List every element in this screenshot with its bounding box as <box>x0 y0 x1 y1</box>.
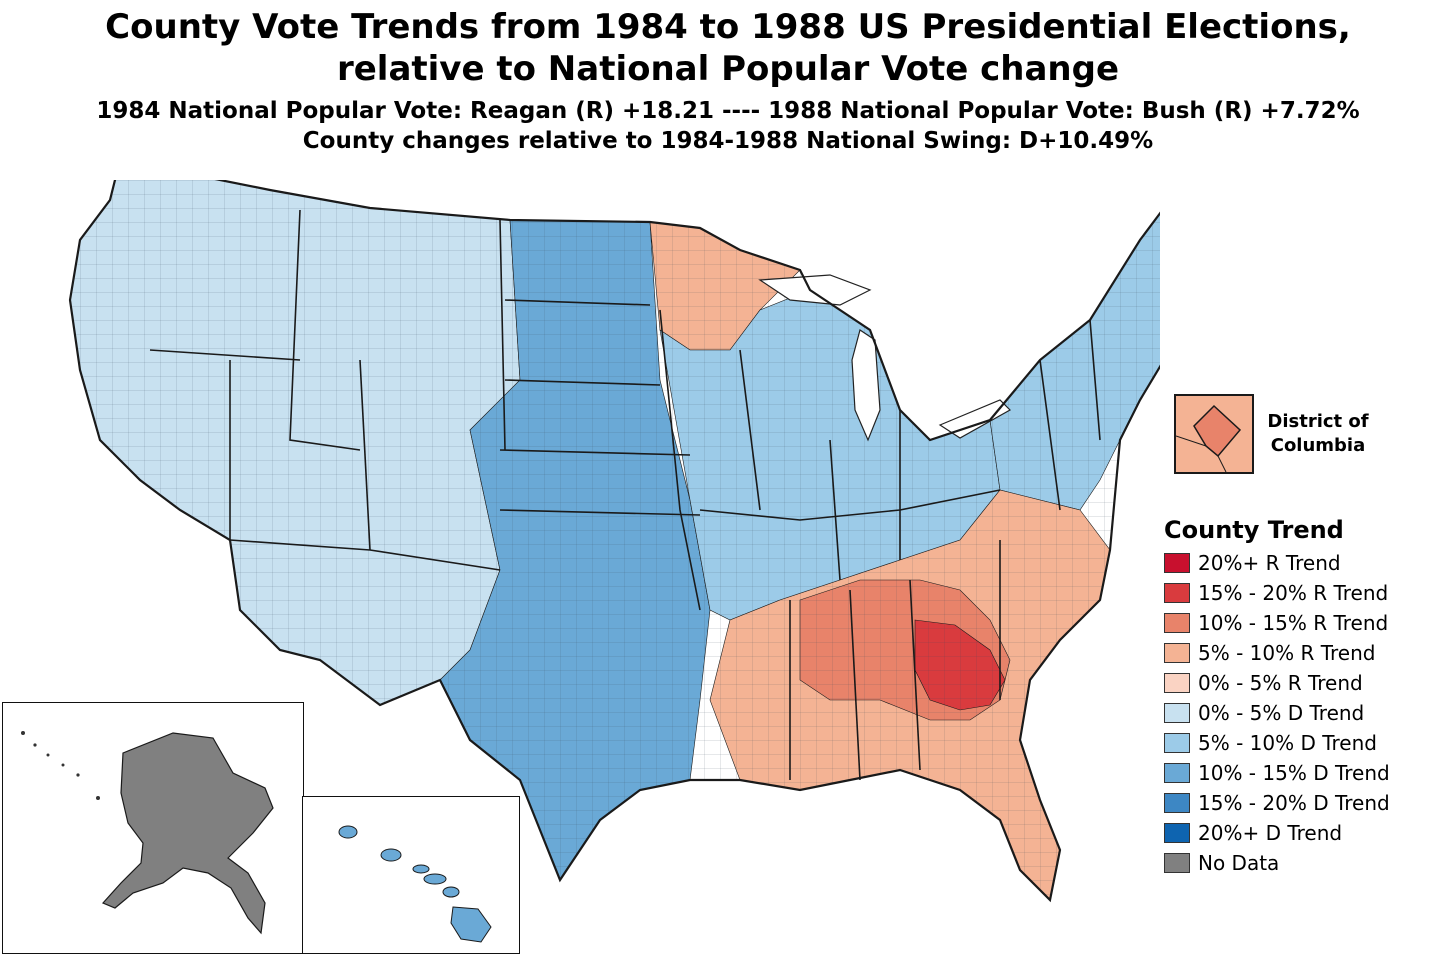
legend-label: 10% - 15% R Trend <box>1198 611 1389 635</box>
legend-item: 20%+ D Trend <box>1164 818 1449 848</box>
dc-district-shape <box>1193 404 1242 458</box>
legend-label: 15% - 20% D Trend <box>1198 791 1390 815</box>
legend-swatch <box>1164 643 1190 663</box>
us-outline <box>68 180 1160 903</box>
dc-label-line-2: Columbia <box>1270 435 1366 456</box>
map-title-line-2: relative to National Popular Vote change <box>336 49 1120 89</box>
legend-label: No Data <box>1198 851 1280 875</box>
dc-label-line-1: District of <box>1267 411 1369 432</box>
subtitle-line-2: County changes relative to 1984-1988 Nat… <box>302 128 1154 154</box>
legend-title: County Trend <box>1164 516 1344 544</box>
legend-label: 15% - 20% R Trend <box>1198 581 1389 605</box>
legend-swatch <box>1164 853 1190 873</box>
us-county-map <box>68 180 1160 903</box>
legend-label: 0% - 5% D Trend <box>1198 701 1365 725</box>
lake-erie <box>938 399 1011 439</box>
legend-swatch <box>1164 763 1190 783</box>
legend-swatch <box>1164 583 1190 603</box>
legend-item: 5% - 10% R Trend <box>1164 638 1449 668</box>
legend-swatch <box>1164 673 1190 693</box>
dc-map <box>1176 404 1242 472</box>
hawaii-map <box>338 825 492 943</box>
legend-label: 5% - 10% R Trend <box>1198 641 1376 665</box>
legend-swatch <box>1164 823 1190 843</box>
alaska-map <box>21 731 274 935</box>
title-block: County Vote Trends from 1984 to 1988 US … <box>0 6 1456 156</box>
legend-item: 15% - 20% R Trend <box>1164 578 1449 608</box>
legend-item: No Data <box>1164 848 1449 878</box>
legend-label: 10% - 15% D Trend <box>1198 761 1390 785</box>
lake-superior <box>758 274 872 306</box>
legend-item: 0% - 5% D Trend <box>1164 698 1449 728</box>
legend-swatch <box>1164 553 1190 573</box>
map-area <box>0 180 1456 954</box>
dc-label: District of Columbia <box>1258 410 1378 458</box>
legend-item: 15% - 20% D Trend <box>1164 788 1449 818</box>
hawaii-islands <box>338 825 492 943</box>
legend-label: 5% - 10% D Trend <box>1198 731 1377 755</box>
legend-swatch <box>1164 733 1190 753</box>
legend-swatch <box>1164 613 1190 633</box>
legend-label: 20%+ D Trend <box>1198 821 1343 845</box>
hawaii-inset <box>302 796 520 954</box>
legend: County Trend 20%+ R Trend 15% - 20% R Tre… <box>1164 514 1449 878</box>
alaska-shape <box>101 732 274 935</box>
legend-item: 10% - 15% R Trend <box>1164 608 1449 638</box>
lake-michigan <box>851 329 881 442</box>
dc-inset <box>1174 394 1254 474</box>
aleutian-islands <box>21 731 100 800</box>
legend-swatch <box>1164 703 1190 723</box>
legend-item: 10% - 15% D Trend <box>1164 758 1449 788</box>
legend-item: 0% - 5% R Trend <box>1164 668 1449 698</box>
legend-label: 20%+ R Trend <box>1198 551 1341 575</box>
subtitle-line-1: 1984 National Popular Vote: Reagan (R) +… <box>96 98 1360 124</box>
state-lines <box>149 209 1101 781</box>
legend-label: 0% - 5% R Trend <box>1198 671 1363 695</box>
legend-items: 20%+ R Trend 15% - 20% R Trend 10% - 15% R… <box>1164 548 1449 878</box>
legend-item: 20%+ R Trend <box>1164 548 1449 578</box>
legend-item: 5% - 10% D Trend <box>1164 728 1449 758</box>
alaska-inset <box>2 702 304 954</box>
legend-swatch <box>1164 793 1190 813</box>
map-title-line-1: County Vote Trends from 1984 to 1988 US … <box>105 7 1351 47</box>
